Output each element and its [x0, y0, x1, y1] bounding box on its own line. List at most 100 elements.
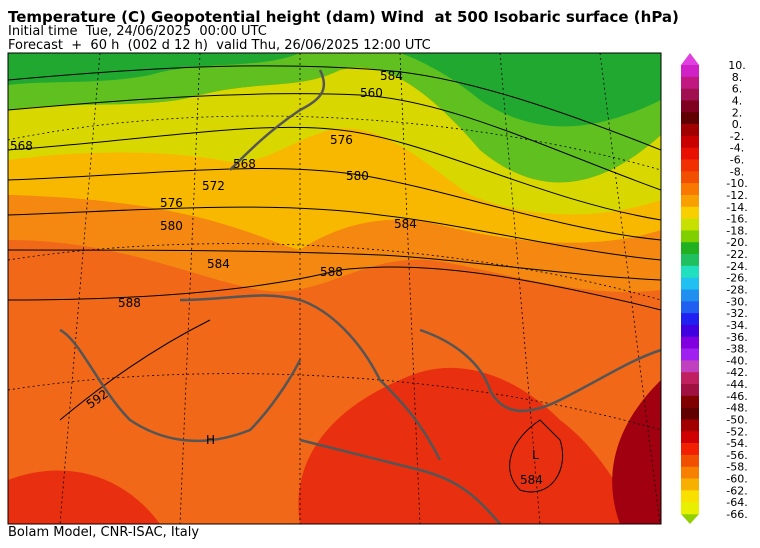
colorbar-swatch [681, 206, 699, 219]
colorbar-label: -44. [726, 378, 747, 391]
colorbar-swatch [681, 100, 699, 113]
colorbar-label: -48. [726, 402, 747, 415]
contour-label: 576 [160, 196, 183, 210]
colorbar-label: -30. [726, 295, 747, 308]
colorbar-swatch [681, 301, 699, 314]
colorbar-label: -46. [726, 390, 747, 403]
colorbar-label: -60. [726, 473, 747, 486]
colorbar-swatch [681, 502, 699, 515]
colorbar-label: -34. [726, 319, 747, 332]
colorbar-swatch [681, 159, 699, 172]
temp-band [8, 470, 160, 524]
colorbar-swatch [681, 431, 699, 444]
colorbar-swatch [681, 419, 699, 432]
map [8, 53, 661, 524]
colorbar-swatch [681, 407, 699, 420]
colorbar-label: -38. [726, 343, 747, 356]
colorbar-label: -62. [726, 484, 747, 497]
colorbar-label: -66. [726, 508, 747, 521]
colorbar-label: -36. [726, 331, 747, 344]
contour-label: 580 [346, 169, 369, 183]
colorbar-label: -28. [726, 284, 747, 297]
map-frame [7, 52, 662, 525]
colorbar-label: -8. [730, 165, 744, 178]
contour-label: 572 [202, 179, 225, 193]
colorbar-label: -24. [726, 260, 747, 273]
colorbar-swatch [681, 454, 699, 468]
colorbar-label: 6. [732, 83, 743, 96]
colorbar-label: -50. [726, 413, 747, 426]
contour-label: 568 [10, 139, 33, 153]
footer: Bolam Model, CNR-ISAC, Italy [8, 525, 200, 540]
colorbar-swatch [681, 135, 699, 149]
colorbar-swatch [681, 384, 699, 397]
graticule [8, 53, 661, 524]
colorbar-label: -4. [730, 142, 744, 155]
colorbar-label: -56. [726, 449, 747, 462]
contour-label: 580 [160, 219, 183, 233]
contour-labels: 584 560 568 576 568 572 576 580 580 584 … [10, 69, 543, 487]
contour-label: 584 [394, 217, 417, 231]
colorbar-swatch [681, 254, 699, 267]
colorbar-label: -54. [726, 437, 747, 450]
colorbar-swatch [681, 336, 699, 349]
temp-band [612, 380, 661, 524]
initial-time: Initial time Tue, 24/06/2025 00:00 UTC [8, 24, 267, 39]
colorbar-arrow [681, 514, 699, 524]
contour-label: 568 [233, 157, 256, 171]
contour-label: L [532, 448, 539, 462]
temp-band [8, 195, 661, 293]
colorbar-swatch [681, 183, 699, 196]
colorbar-swatch [681, 124, 699, 137]
colorbar-label: 0. [732, 118, 743, 131]
colorbar-label: 10. [728, 59, 746, 72]
colorbar-label: 8. [732, 71, 743, 84]
colorbar-swatch [681, 395, 699, 408]
colorbar-label: -42. [726, 366, 747, 379]
contour-label: 584 [520, 473, 543, 487]
colorbar-label: -12. [726, 189, 747, 202]
colorbar-label: -52. [726, 425, 747, 438]
colorbar-swatch [681, 348, 699, 361]
contour-label: 584 [380, 69, 403, 83]
colorbar-swatch [681, 218, 699, 231]
contour-label: 560 [360, 86, 383, 100]
colorbar-swatch [681, 360, 699, 373]
colorbar-swatch [681, 147, 699, 160]
contour-label: 588 [118, 296, 141, 310]
contour-label: H [206, 433, 215, 447]
colorbar-swatch [681, 171, 699, 184]
colorbar-label: -20. [726, 236, 747, 249]
colorbar-label: -64. [726, 496, 747, 509]
colorbar-label: -2. [730, 130, 744, 143]
colorbar: 10.8.6.4.2.0.-2.-4.-6.-8.-10.-12.-14.-16… [681, 53, 748, 524]
colorbar-swatch [681, 112, 699, 125]
colorbar-label: 4. [732, 94, 743, 107]
title: Temperature (C) Geopotential height (dam… [8, 8, 679, 26]
temp-band [8, 67, 661, 215]
contour-label: 576 [330, 133, 353, 147]
colorbar-label: 2. [732, 106, 743, 119]
colorbar-swatch [681, 76, 699, 89]
colorbar-swatch [681, 372, 699, 385]
colorbar-swatch [681, 324, 699, 338]
temp-band [298, 367, 640, 524]
colorbar-swatch [681, 194, 699, 208]
colorbar-swatch [681, 265, 699, 278]
colorbar-label: -58. [726, 461, 747, 474]
colorbar-label: -16. [726, 213, 747, 226]
colorbar-swatch [681, 490, 699, 503]
colorbar-swatch [681, 443, 699, 456]
colorbar-swatch [681, 242, 699, 255]
colorbar-swatch [681, 230, 699, 243]
colorbar-label: -14. [726, 201, 747, 214]
colorbar-label: -10. [726, 177, 747, 190]
temp-band [8, 53, 661, 127]
colorbar-swatch [681, 313, 699, 326]
colorbar-label: -22. [726, 248, 747, 261]
colorbar-swatch [681, 466, 699, 479]
colorbar-label: -40. [726, 354, 747, 367]
colorbar-label: -6. [730, 154, 744, 167]
